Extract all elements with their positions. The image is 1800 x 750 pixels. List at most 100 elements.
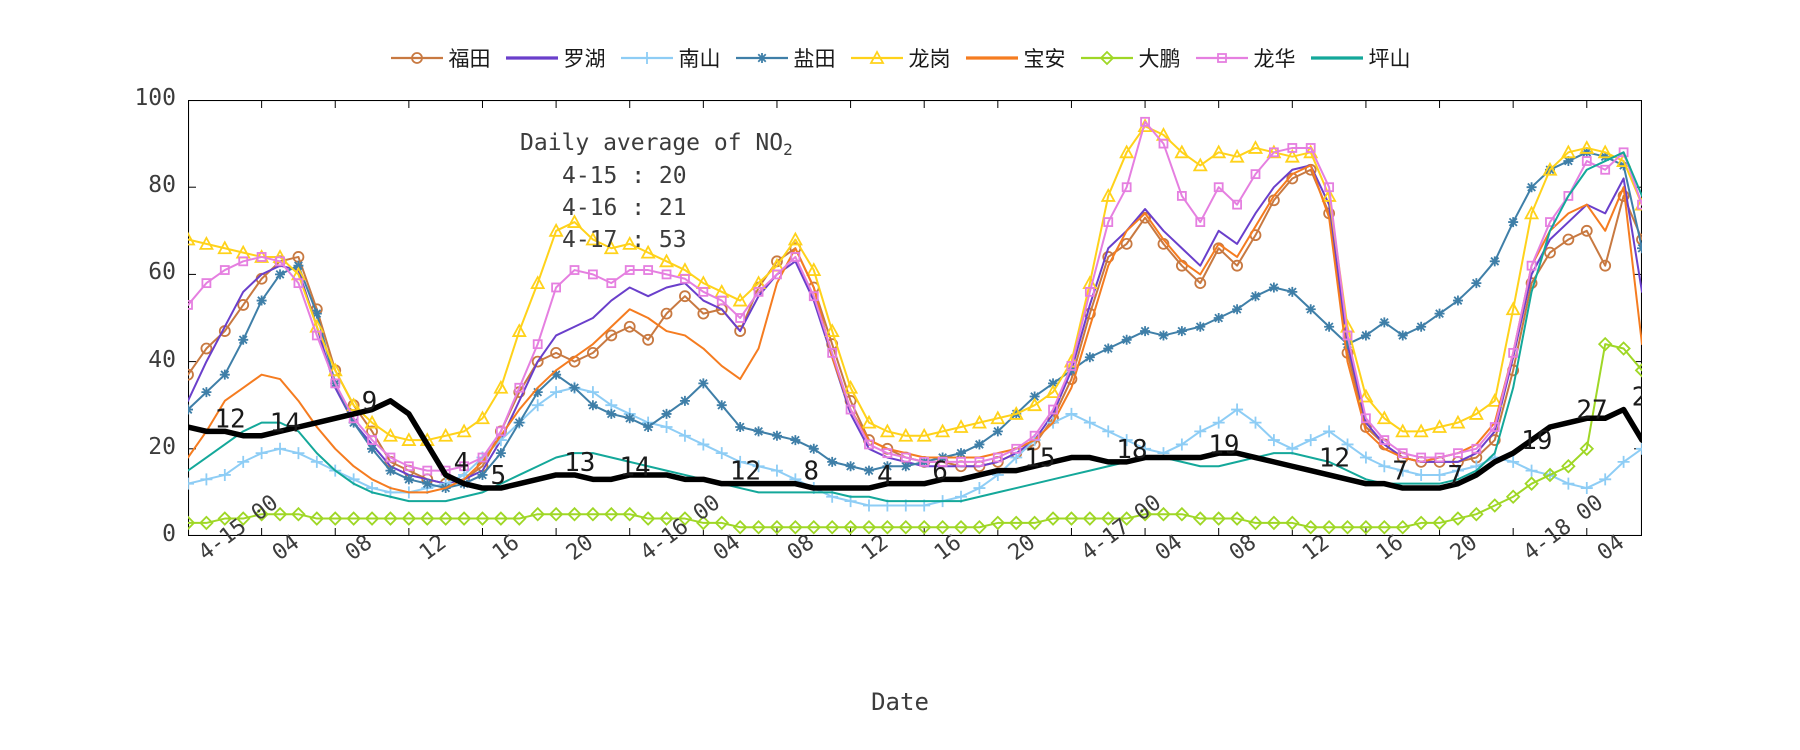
square-marker-icon: [311, 330, 322, 341]
asterisk-marker-icon: [1342, 339, 1353, 350]
asterisk-marker-icon: [311, 308, 322, 319]
chart-svg: 12149451314128461518191277192729: [188, 100, 1642, 536]
diamond-marker-icon: [1137, 506, 1153, 522]
diamond-marker-icon: [824, 520, 840, 535]
x-tick-label-13: 04: [1151, 530, 1188, 566]
circle-marker-icon: [1488, 434, 1501, 446]
square-marker-icon: [588, 269, 598, 280]
legend-label-6: 大鹏: [1138, 47, 1181, 71]
triangle-marker-icon: [898, 427, 914, 442]
diamond-marker-icon: [1156, 506, 1171, 522]
asterisk-marker-icon: [1360, 330, 1371, 341]
plus-marker-icon: [1507, 455, 1520, 468]
asterisk-marker-icon: [422, 478, 433, 489]
legend-item-0[interactable]: 福田: [390, 43, 491, 73]
triangle-marker-icon: [824, 323, 840, 337]
diamond-marker-icon: [401, 511, 417, 526]
plus-marker-icon: [1415, 468, 1428, 481]
diamond-marker-icon: [383, 511, 398, 526]
diamond-marker-icon: [843, 520, 858, 535]
square-marker-icon: [845, 404, 856, 415]
daily-mean-point-label-8: 8: [803, 457, 819, 487]
daily-mean-line: [188, 398, 1642, 491]
plus-marker-icon: [1120, 434, 1133, 447]
daily-mean-point-label-6: 14: [619, 452, 650, 482]
square-marker-icon: [1471, 443, 1482, 454]
diamond-marker-icon: [1285, 515, 1300, 531]
plus-marker-icon: [200, 473, 213, 486]
square-marker-icon: [256, 252, 267, 262]
legend-item-2[interactable]: 南山: [620, 43, 721, 73]
x-tick-label-2: 08: [341, 530, 378, 566]
diamond-marker-icon: [438, 511, 453, 526]
square-marker-icon: [1232, 199, 1242, 210]
triangle-marker-icon: [1487, 392, 1503, 407]
asterisk-marker-icon: [587, 400, 598, 411]
triangle-marker-icon: [456, 423, 472, 438]
asterisk-marker-icon: [992, 426, 1003, 437]
legend-item-4[interactable]: 龙岗: [850, 43, 951, 73]
asterisk-marker-icon: [1232, 304, 1243, 315]
legend-swatch-0: [390, 47, 444, 69]
plus-marker-icon: [1194, 425, 1207, 438]
square-marker-icon: [919, 456, 930, 467]
legend-item-5[interactable]: 宝安: [965, 43, 1066, 73]
chart-legend: 福田 罗湖 南山 盐田 龙岗 宝安 大鹏 龙华 坪山: [0, 36, 1800, 80]
square-marker-icon: [459, 461, 469, 472]
diamond-marker-icon: [272, 506, 288, 522]
axis-frame: [188, 100, 1642, 536]
triangle-marker-icon: [1505, 301, 1521, 316]
plot-area: 12149451314128461518191277192729 0204060…: [134, 85, 1642, 566]
triangle-marker-icon: [1119, 144, 1135, 159]
circle-marker-icon: [550, 346, 563, 359]
legend-item-1[interactable]: 罗湖: [505, 43, 606, 73]
plus-marker-icon: [1617, 455, 1630, 468]
square-marker-icon: [1434, 452, 1445, 463]
square-marker-icon: [1216, 53, 1227, 63]
diamond-marker-icon: [1358, 520, 1374, 535]
asterisk-marker-icon: [1140, 326, 1151, 337]
y-tick-label-0: 0: [162, 521, 176, 547]
diamond-marker-icon: [235, 511, 251, 526]
triangle-marker-icon: [1027, 397, 1043, 412]
square-marker-icon: [698, 286, 709, 297]
plus-marker-icon: [1636, 442, 1642, 455]
diamond-marker-icon: [1561, 458, 1576, 474]
triangle-marker-icon: [1174, 144, 1190, 159]
triangle-marker-icon: [364, 414, 380, 429]
square-marker-icon: [188, 300, 193, 310]
triangle-marker-icon: [585, 231, 601, 246]
daily-mean-point-label-13: 19: [1208, 431, 1239, 461]
triangle-marker-icon: [254, 249, 270, 263]
diamond-marker-icon: [1579, 441, 1595, 457]
square-marker-icon: [1581, 156, 1592, 166]
square-marker-icon: [385, 452, 396, 463]
circle-marker-icon: [605, 329, 618, 342]
plus-marker-icon: [1249, 416, 1262, 429]
diamond-marker-icon: [1450, 511, 1466, 526]
asterisk-marker-icon: [679, 395, 690, 406]
legend-item-8[interactable]: 坪山: [1310, 43, 1411, 73]
plus-marker-icon: [531, 399, 544, 412]
triangle-marker-icon: [953, 419, 969, 433]
plus-marker-icon: [678, 429, 691, 442]
asterisk-marker-icon: [1508, 217, 1519, 228]
legend-item-6[interactable]: 大鹏: [1080, 43, 1181, 73]
diamond-marker-icon: [1027, 515, 1042, 531]
plus-marker-icon: [1525, 464, 1538, 477]
square-marker-icon: [735, 313, 746, 323]
square-marker-icon: [790, 252, 801, 262]
triangle-marker-icon: [1247, 140, 1264, 154]
legend-item-3[interactable]: 盐田: [735, 43, 836, 73]
series-line-大鹏: [188, 343, 1642, 529]
diamond-marker-icon: [1174, 506, 1190, 522]
asterisk-marker-icon: [643, 422, 654, 432]
legend-label-1: 罗湖: [563, 47, 606, 71]
asterisk-marker-icon: [477, 469, 488, 480]
triangle-marker-icon: [787, 231, 803, 246]
diamond-marker-icon: [953, 520, 969, 535]
x-tick-label-0: 4-15 00: [194, 490, 284, 566]
asterisk-marker-icon: [275, 269, 286, 280]
plus-marker-icon: [1378, 460, 1391, 473]
legend-item-7[interactable]: 龙华: [1195, 43, 1296, 73]
